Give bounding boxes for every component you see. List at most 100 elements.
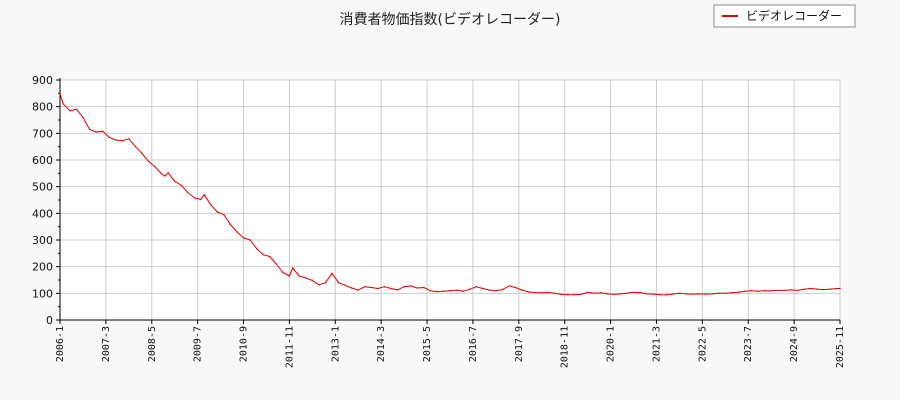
x-tick-label: 2011-11 (284, 326, 295, 368)
data-point (141, 152, 143, 154)
data-point (187, 191, 189, 194)
data-point (737, 291, 740, 293)
data-point (606, 293, 608, 295)
data-point (390, 287, 392, 290)
data-point (69, 110, 71, 112)
data-point (324, 282, 327, 284)
data-point (691, 293, 694, 295)
data-point (121, 140, 124, 142)
data-point (501, 288, 504, 291)
x-tick-label: 2010-9 (239, 326, 250, 362)
y-tick-label: 700 (32, 127, 53, 140)
data-point (282, 271, 284, 274)
data-point (567, 294, 569, 296)
data-point (269, 255, 271, 258)
data-point (331, 272, 333, 274)
data-point (242, 237, 245, 239)
data-point (534, 291, 536, 294)
axes (56, 78, 841, 324)
data-point (750, 290, 753, 292)
data-point (396, 289, 399, 291)
data-point (672, 293, 674, 295)
data-point (383, 286, 386, 288)
data-point (763, 290, 766, 292)
data-point (613, 293, 615, 296)
x-tick-label: 2014-3 (376, 326, 387, 362)
data-point (423, 286, 425, 289)
data-point (586, 291, 589, 293)
data-point (796, 289, 799, 292)
data-point (619, 293, 622, 295)
data-point (560, 293, 563, 296)
data-point (554, 292, 556, 294)
x-tick-label: 2015-5 (422, 326, 433, 362)
data-point (75, 108, 78, 111)
data-point (514, 286, 517, 289)
data-point (757, 290, 759, 292)
chart-title: 消費者物価指数(ビデオレコーダー) (340, 11, 561, 28)
data-point (344, 284, 346, 286)
data-point (370, 286, 372, 289)
y-tick-label: 500 (32, 181, 53, 194)
y-tick-label: 200 (32, 261, 53, 274)
data-point (645, 293, 648, 295)
x-tick-label: 2021-3 (651, 326, 662, 362)
x-tick-label: 2013-1 (330, 326, 341, 362)
data-point (698, 293, 700, 295)
legend-box (713, 4, 856, 28)
data-point (59, 93, 61, 95)
x-tick-label: 2007-3 (101, 326, 112, 362)
data-point (351, 287, 353, 289)
data-point (528, 291, 530, 293)
y-tick-label: 800 (32, 101, 53, 114)
legend: ビデオレコーダー (713, 4, 856, 28)
data-point (718, 292, 720, 294)
data-point (288, 275, 291, 277)
y-axis-ticks: 0 100 200 300 400 500 600 700 800 900 (32, 74, 53, 327)
data-point (255, 247, 258, 250)
x-tick-label: 2023-7 (743, 326, 754, 362)
data-point (508, 285, 510, 287)
data-point (442, 290, 445, 292)
data-point (115, 139, 117, 141)
data-point (803, 288, 805, 290)
data-point (593, 292, 595, 294)
data-point (469, 288, 471, 290)
data-point (364, 286, 366, 288)
data-point (836, 287, 838, 290)
data-point (429, 290, 431, 292)
data-point (174, 180, 176, 182)
series-layer (59, 93, 841, 296)
data-point (731, 292, 733, 294)
data-point (154, 166, 156, 168)
x-tick-label: 2008-5 (147, 326, 158, 362)
data-point (403, 286, 405, 288)
x-tick-label: 2022-5 (697, 326, 708, 362)
data-point (147, 160, 150, 162)
data-point (298, 275, 300, 277)
x-tick-label: 2016-7 (468, 326, 479, 362)
x-tick-label: 2018-11 (560, 326, 571, 368)
data-point (685, 293, 687, 295)
data-point (108, 136, 110, 138)
x-tick-label: 2025-11 (835, 326, 846, 368)
data-point (777, 289, 779, 292)
data-point (744, 290, 746, 292)
y-tick-label: 400 (32, 207, 53, 220)
data-point (652, 293, 654, 295)
data-point (193, 197, 196, 199)
data-point (790, 289, 792, 291)
x-tick-label: 2006-1 (55, 326, 66, 362)
data-point (292, 267, 294, 269)
data-point (210, 204, 212, 206)
y-tick-label: 0 (46, 314, 53, 327)
data-point (600, 292, 602, 294)
plot-area (60, 80, 840, 320)
data-point (305, 277, 307, 279)
data-point (678, 292, 681, 294)
data-point (216, 211, 218, 213)
data-point (167, 172, 169, 174)
data-point (160, 173, 163, 175)
data-point (95, 131, 97, 133)
y-tick-label: 900 (32, 74, 53, 87)
